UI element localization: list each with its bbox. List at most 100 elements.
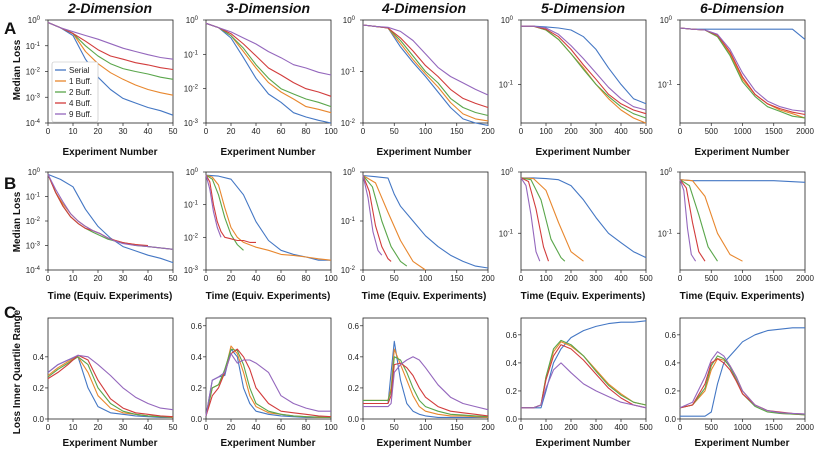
y-tick-label: 100: [660, 168, 673, 177]
axes-frame: [520, 19, 647, 124]
row-c-xlabel-3d: Experiment Number: [220, 438, 315, 449]
x-tick-label: 100: [324, 423, 338, 432]
series-line-2-buff: [205, 348, 332, 418]
series-line-2-buff: [520, 177, 566, 262]
panel-c5: 0 100 200 300 400 500 0.0 0.2 0.4 0.6: [506, 317, 653, 432]
x-tick-label: 1000: [734, 423, 752, 432]
x-tick-label: 1000: [734, 274, 752, 283]
y-tick-label: 10-2: [26, 217, 41, 226]
series-line-9-buff: [47, 354, 174, 411]
series-line-9-buff: [47, 174, 174, 250]
series-line-9-buff: [679, 179, 697, 262]
row-a-xlabel-2d: Experiment Number: [62, 147, 157, 158]
x-tick-label: 20: [94, 423, 103, 432]
legend-label: Serial: [69, 66, 90, 75]
series-line-serial: [47, 173, 174, 264]
legend: Serial 1 Buff. 2 Buff. 4 Buff. 9 Buff.: [51, 61, 99, 123]
axes-frame: [679, 317, 806, 420]
series-line-1-buff: [205, 174, 332, 261]
y-tick-label: 0.0: [506, 415, 518, 424]
x-tick-label: 300: [589, 423, 603, 432]
y-tick-label: 0.6: [348, 322, 360, 331]
y-tick-label: 100: [186, 168, 199, 177]
y-tick-label: 0.0: [33, 415, 45, 424]
y-tick-label: 10-3: [26, 93, 41, 102]
x-tick-label: 150: [450, 127, 464, 136]
x-tick-label: 50: [390, 423, 399, 432]
panel-a3: 0 20 40 60 80 100 10-3 10-2 10-1 100: [184, 16, 338, 136]
x-tick-label: 300: [589, 127, 603, 136]
row-b-xlabel-5d: Time (Equiv. Experiments): [521, 291, 646, 302]
y-tick-label: 100: [660, 16, 673, 25]
x-tick-label: 100: [539, 127, 553, 136]
y-tick-label: 10-2: [341, 266, 356, 275]
row-c-xlabel-5d: Experiment Number: [535, 438, 630, 449]
axes-frame: [679, 171, 806, 271]
panel-b2: 0 10 20 30 40 50 10-4 10-3 10-2 10-1 100: [26, 168, 178, 283]
y-tick-label: 10-1: [26, 42, 41, 51]
row-b-xlabel-6d: Time (Equiv. Experiments): [680, 291, 805, 302]
y-tick-label: 100: [501, 168, 514, 177]
series-line-serial: [521, 177, 647, 259]
y-tick-label: 0.4: [506, 359, 518, 368]
y-tick-label: 10-2: [184, 85, 199, 94]
row-label-c: C: [4, 303, 16, 322]
x-tick-label: 0: [361, 274, 366, 283]
x-tick-label: 1500: [765, 423, 783, 432]
panel-b5: 0 100 200 300 400 500 10-1 100: [499, 168, 653, 283]
row-label-a: A: [4, 19, 16, 38]
series-line-9-buff: [679, 351, 806, 415]
series-line-1-buff: [362, 175, 426, 271]
x-tick-label: 50: [390, 274, 399, 283]
y-tick-label: 10-1: [26, 193, 41, 202]
series-line-serial: [521, 25, 647, 105]
y-tick-label: 100: [501, 16, 514, 25]
x-tick-label: 30: [119, 423, 128, 432]
series-line-4-buff: [362, 175, 392, 262]
series-line-9-buff: [362, 175, 383, 256]
series-line-2-buff: [679, 355, 806, 416]
y-tick-label: 0.2: [348, 384, 360, 393]
panel-a2: 0 10 20 30 40 50 10-4 10-3 10-2 10-1 100 Serial 1 Bu…: [26, 16, 178, 136]
series-line-9-buff: [205, 353, 331, 416]
x-tick-label: 20: [94, 274, 103, 283]
x-tick-label: 20: [227, 423, 236, 432]
series-line-4-buff: [363, 362, 489, 417]
y-tick-label: 0.2: [506, 387, 518, 396]
y-tick-label: 10-3: [26, 242, 41, 251]
x-tick-label: 0: [519, 274, 524, 283]
y-tick-label: 10-1: [658, 80, 673, 89]
x-tick-label: 500: [639, 423, 653, 432]
x-tick-label: 2000: [796, 274, 814, 283]
x-tick-label: 0: [361, 127, 366, 136]
x-tick-label: 40: [252, 127, 261, 136]
x-tick-label: 2000: [796, 423, 814, 432]
legend-label: 2 Buff.: [69, 88, 92, 97]
x-tick-label: 200: [564, 127, 578, 136]
y-tick-label: 100: [186, 16, 199, 25]
x-tick-label: 50: [169, 274, 178, 283]
series-line-9-buff: [205, 175, 222, 238]
panel-c6: 0 500 1000 1500 2000 0.0 0.2 0.4 0.6: [665, 317, 814, 432]
x-tick-label: 100: [539, 423, 553, 432]
x-tick-label: 0: [204, 423, 209, 432]
y-tick-label: 0.4: [348, 353, 360, 362]
x-tick-label: 2000: [796, 127, 814, 136]
y-tick-label: 10-2: [26, 68, 41, 77]
x-tick-label: 10: [69, 274, 78, 283]
x-tick-label: 60: [277, 274, 286, 283]
series-line-2-buff: [363, 356, 489, 418]
legend-label: 9 Buff.: [69, 110, 92, 119]
x-tick-label: 500: [639, 274, 653, 283]
x-tick-label: 0: [361, 423, 366, 432]
legend-label: 4 Buff.: [69, 99, 92, 108]
x-tick-label: 10: [69, 127, 78, 136]
y-tick-label: 10-3: [184, 119, 199, 128]
series-line-serial: [362, 174, 489, 269]
x-tick-label: 50: [169, 127, 178, 136]
row-c-xlabel-6d: Experiment Number: [694, 438, 789, 449]
x-tick-label: 50: [390, 127, 399, 136]
series-line-9-buff: [47, 21, 174, 60]
series-line-9-buff: [362, 24, 489, 96]
